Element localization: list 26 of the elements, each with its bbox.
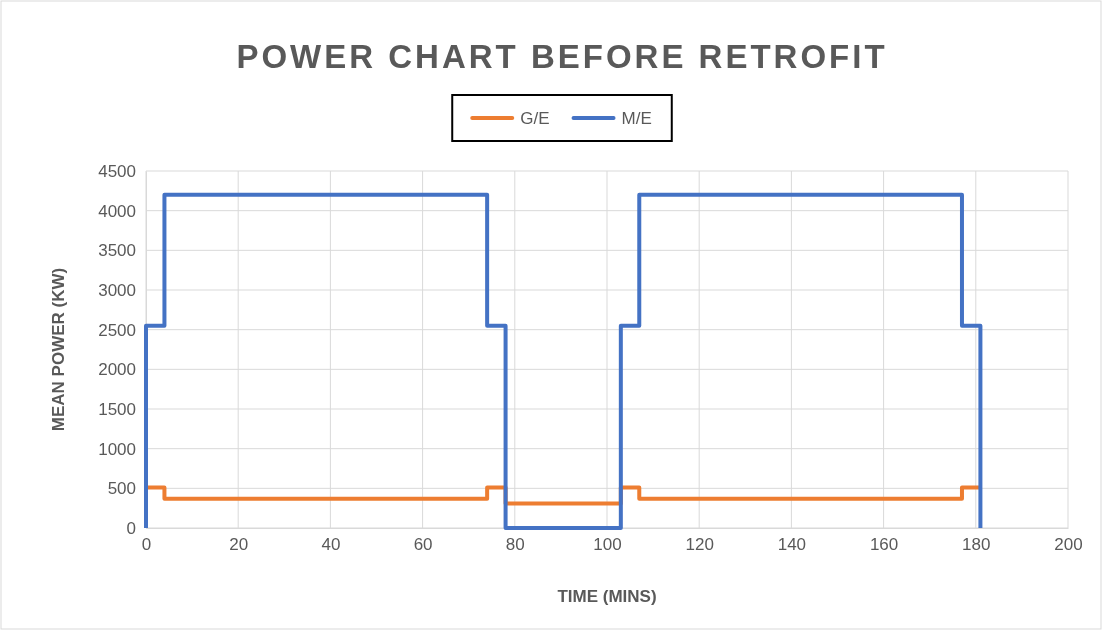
legend-label: G/E: [520, 109, 550, 128]
y-tick-label: 2500: [98, 320, 136, 340]
x-tick-label: 180: [962, 535, 991, 555]
y-tick-label: 4000: [98, 201, 136, 221]
y-tick-label: 3500: [98, 241, 136, 261]
y-tick-label: 3000: [98, 280, 136, 300]
y-axis-title: MEAN POWER (KW): [49, 267, 68, 432]
x-tick-label: 80: [505, 535, 525, 555]
x-tick-label: 100: [593, 535, 622, 555]
y-tick-label: 0: [126, 518, 136, 538]
x-tick-label: 20: [229, 535, 249, 555]
x-tick-label: 120: [685, 535, 714, 555]
y-tick-label: 500: [107, 479, 136, 499]
chart-title: POWER CHART BEFORE RETROFIT: [236, 38, 888, 75]
x-tick-label: 60: [413, 535, 433, 555]
x-tick-label: 40: [321, 535, 341, 555]
x-axis-title: TIME (MINS): [557, 587, 657, 606]
x-tick-label: 0: [141, 535, 152, 555]
x-tick-label: 140: [777, 535, 807, 555]
legend-label: M/E: [621, 109, 652, 128]
y-tick-label: 4500: [98, 161, 136, 181]
y-tick-label: 1500: [98, 399, 136, 419]
y-tick-label: 2000: [98, 360, 136, 380]
y-tick-label: 1000: [98, 439, 136, 459]
x-tick-label: 200: [1054, 535, 1083, 555]
x-tick-label: 160: [869, 535, 899, 555]
